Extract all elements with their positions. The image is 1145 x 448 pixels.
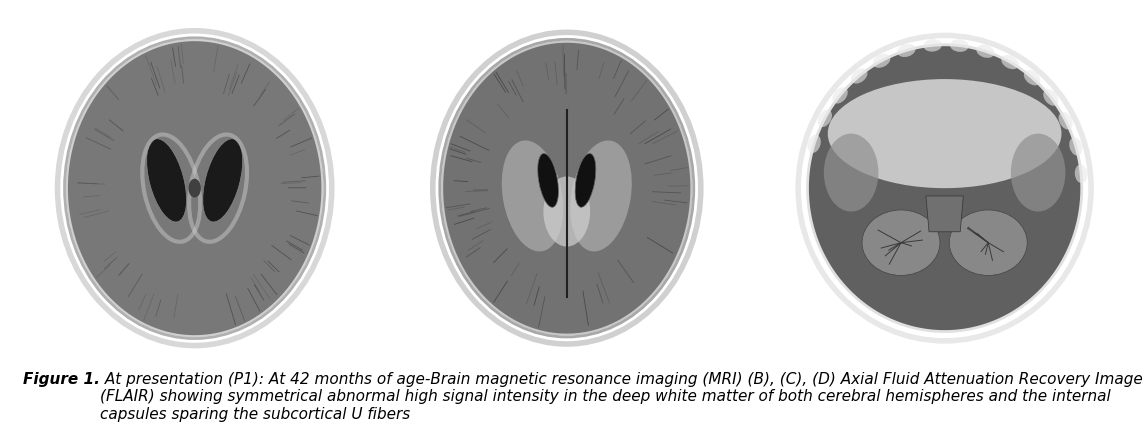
Ellipse shape bbox=[851, 69, 868, 84]
Ellipse shape bbox=[1059, 112, 1073, 129]
Ellipse shape bbox=[1024, 70, 1041, 86]
Ellipse shape bbox=[824, 134, 878, 211]
Ellipse shape bbox=[832, 87, 847, 103]
Polygon shape bbox=[442, 42, 692, 335]
Ellipse shape bbox=[807, 135, 821, 153]
Ellipse shape bbox=[828, 79, 1061, 188]
Text: B: B bbox=[409, 329, 426, 349]
Ellipse shape bbox=[544, 177, 590, 246]
Ellipse shape bbox=[1001, 55, 1019, 69]
Ellipse shape bbox=[818, 110, 832, 127]
Ellipse shape bbox=[862, 210, 940, 276]
Ellipse shape bbox=[1069, 138, 1082, 155]
Ellipse shape bbox=[898, 44, 916, 57]
Polygon shape bbox=[926, 196, 963, 232]
Text: Figure 1.: Figure 1. bbox=[23, 372, 100, 387]
Ellipse shape bbox=[977, 45, 995, 58]
Ellipse shape bbox=[949, 210, 1027, 276]
Text: Study: Study bbox=[1073, 20, 1110, 33]
Ellipse shape bbox=[203, 139, 243, 222]
Text: Study: Study bbox=[695, 20, 732, 33]
Ellipse shape bbox=[538, 154, 559, 207]
Ellipse shape bbox=[1043, 89, 1058, 106]
Ellipse shape bbox=[1011, 134, 1065, 211]
Text: C: C bbox=[787, 329, 804, 349]
Ellipse shape bbox=[147, 139, 187, 222]
Ellipse shape bbox=[575, 154, 595, 207]
Ellipse shape bbox=[502, 141, 563, 251]
Ellipse shape bbox=[872, 54, 891, 68]
Ellipse shape bbox=[1075, 164, 1088, 183]
Ellipse shape bbox=[950, 39, 969, 52]
Ellipse shape bbox=[570, 141, 632, 251]
Ellipse shape bbox=[189, 179, 200, 198]
Text: At presentation (P1): At 42 months of age-Brain magnetic resonance imaging (MRI): At presentation (P1): At 42 months of ag… bbox=[100, 372, 1143, 422]
Text: Study: Study bbox=[323, 20, 360, 33]
Ellipse shape bbox=[923, 39, 942, 52]
Polygon shape bbox=[807, 45, 1082, 332]
Polygon shape bbox=[66, 40, 323, 336]
Text: A: A bbox=[37, 329, 54, 349]
